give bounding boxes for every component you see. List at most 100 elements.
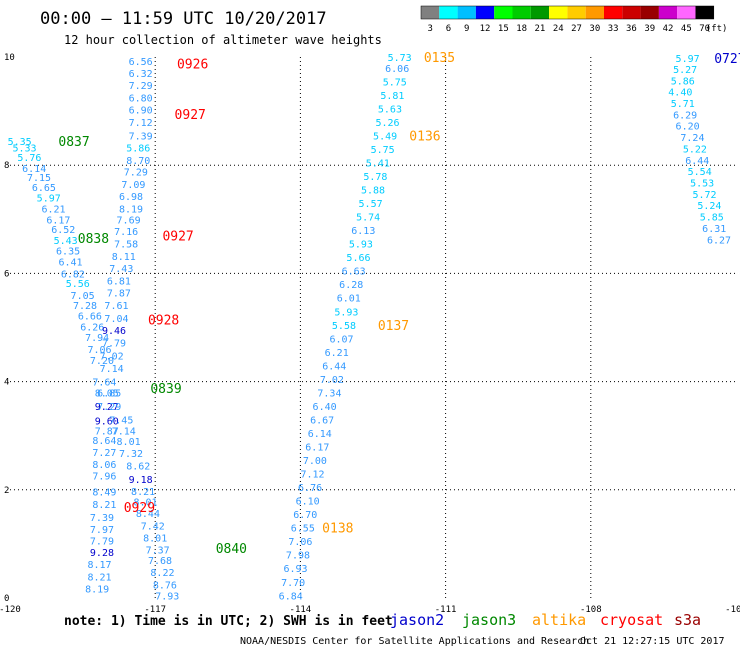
wave-height-point: 6.66: [78, 312, 102, 323]
pass-time-label: 0928: [148, 313, 179, 328]
wave-height-point: 6.85: [97, 388, 121, 399]
wave-height-point: 6.44: [322, 361, 346, 372]
wave-height-point: 7.34: [317, 388, 341, 399]
color-scale-tick: 18: [516, 24, 527, 34]
wave-height-point: 6.80: [129, 94, 153, 105]
wave-height-point: 7.43: [109, 264, 133, 275]
wave-height-point: 5.63: [378, 104, 402, 115]
wave-height-point: 6.06: [385, 64, 409, 75]
wave-height-point: 6.63: [342, 267, 366, 278]
wave-height-point: 5.88: [361, 186, 385, 197]
wave-height-point: 6.26: [80, 322, 104, 333]
wave-height-point: 6.55: [291, 524, 315, 535]
wave-height-point: 9.46: [102, 326, 126, 337]
wave-height-point: 7.87: [95, 426, 119, 437]
wave-height-point: 6.76: [298, 483, 322, 494]
wave-height-point: 6.90: [129, 105, 153, 116]
wave-height-point: 8.19: [85, 584, 109, 595]
y-tick-label: 6: [4, 269, 9, 279]
wave-height-point: 5.26: [375, 118, 399, 129]
pass-time-label: 0926: [177, 57, 208, 72]
wave-height-point: 5.73: [388, 53, 412, 64]
wave-height-point: 7.98: [286, 551, 310, 562]
color-scale-swatch: [640, 6, 659, 19]
wave-height-point: 7.93: [155, 591, 179, 602]
wave-height-point: 6.40: [313, 402, 337, 413]
wave-height-point: 6.01: [337, 294, 361, 305]
wave-height-point: 7.27: [92, 448, 116, 459]
wave-height-point: 7.94: [85, 333, 109, 344]
pass-time-label: 0137: [378, 319, 409, 334]
wave-height-point: 6.82: [61, 269, 85, 280]
wave-height-point: 6.31: [702, 224, 726, 235]
x-tick-label: -108: [580, 605, 602, 615]
wave-height-point: 5.43: [54, 236, 78, 247]
color-scale-tick: 39: [644, 24, 655, 34]
wave-height-point: 7.12: [300, 470, 324, 481]
wave-height-point: 6.52: [51, 225, 75, 236]
chart-subtitle: 12 hour collection of altimeter wave hei…: [64, 33, 382, 47]
units-note: note: 1) Time is in UTC; 2) SWH is in fe…: [64, 614, 393, 629]
color-scale-swatch: [677, 6, 696, 19]
wave-height-point: 5.22: [683, 144, 707, 155]
wave-height-point: 7.79: [90, 537, 114, 548]
wave-height-point: 7.32: [119, 449, 143, 460]
wave-height-point: 6.93: [284, 564, 308, 575]
wave-height-point: 7.39: [90, 513, 114, 524]
pass-time-label: 0840: [216, 542, 247, 557]
wave-height-point: 7.14: [100, 364, 124, 375]
wave-height-point: 7.29: [129, 81, 153, 92]
x-tick-label: -120: [0, 605, 21, 615]
wave-height-point: 6.32: [129, 69, 153, 80]
color-scale-swatch: [585, 6, 604, 19]
wave-height-point: 5.56: [66, 279, 90, 290]
wave-height-point: 5.27: [673, 65, 697, 76]
color-scale-swatch: [439, 6, 458, 19]
wave-height-point: 9.28: [90, 548, 114, 559]
color-scale-tick: 15: [498, 24, 509, 34]
color-scale-swatch: [512, 6, 531, 19]
wave-height-point: 8.19: [119, 204, 143, 215]
color-scale-swatch: [622, 6, 641, 19]
wave-height-point: 5.58: [332, 321, 356, 332]
color-scale-unit: (ft): [706, 24, 728, 34]
x-tick-label: -105: [725, 605, 740, 615]
wave-height-point: 7.05: [71, 291, 95, 302]
color-scale-swatch: [658, 6, 678, 19]
wave-height-point: 6.35: [56, 247, 80, 258]
legend-jason2: jason2: [390, 611, 444, 629]
wave-height-point: 7.68: [148, 556, 172, 567]
color-scale-border: [420, 5, 715, 20]
wave-height-point: 5.53: [690, 179, 714, 190]
wave-height-point: 5.86: [671, 76, 695, 87]
wave-height-point: 7.06: [87, 345, 111, 356]
wave-height-point: 7.61: [104, 301, 128, 312]
color-scale-tick: 33: [608, 24, 619, 34]
wave-height-point: 8.44: [136, 509, 160, 520]
wave-height-point: 6.17: [305, 443, 329, 454]
color-scale-swatch: [494, 6, 513, 19]
wave-height-point: 7.79: [102, 339, 126, 350]
wave-height-point: 6.20: [676, 122, 700, 133]
wave-height-point: 5.49: [373, 131, 397, 142]
y-tick-label: 0: [4, 594, 9, 604]
wave-height-point: 7.28: [73, 301, 97, 312]
pass-time-label: 0837: [58, 135, 89, 150]
color-scale-tick: 45: [681, 24, 692, 34]
wave-height-point: 7.14: [112, 426, 136, 437]
wave-height-point: 6.10: [296, 497, 320, 508]
legend-cryosat: cryosat: [600, 611, 663, 629]
wave-height-point: 6.84: [279, 591, 303, 602]
color-scale-tick: 12: [480, 24, 491, 34]
y-tick-label: 4: [4, 378, 9, 388]
wave-height-point: 6.27: [707, 235, 731, 246]
wave-height-point: 7.58: [114, 240, 138, 251]
wave-height-point: 5.41: [366, 158, 390, 169]
wave-height-point: 7.12: [129, 118, 153, 129]
wave-height-point: 8.21: [87, 572, 111, 583]
wave-height-point: 5.81: [380, 91, 404, 102]
color-scale-tick: 30: [589, 24, 600, 34]
wave-height-point: 5.72: [692, 190, 716, 201]
axis-ticks: -120 -117 -114 -111 -108 -105 0 2 4 6 8 10: [0, 53, 740, 615]
